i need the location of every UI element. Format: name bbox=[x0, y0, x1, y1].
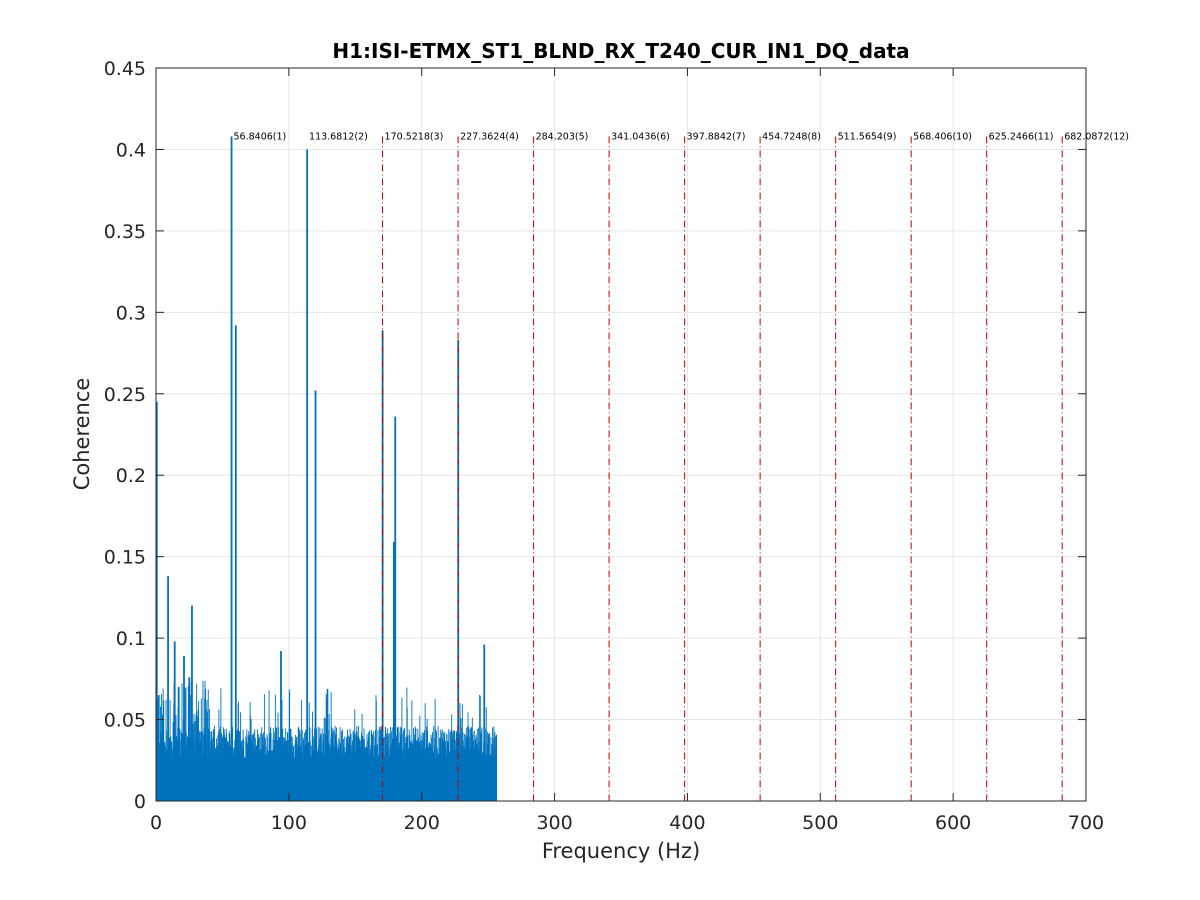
coherence-bar bbox=[496, 734, 498, 801]
coherence-bar bbox=[485, 707, 487, 801]
y-tick-label: 0.2 bbox=[116, 465, 146, 487]
tick-labels: 0 100 200 300 400 500 600 700 0 0.05 0.1 0.15 0.2 0.2… bbox=[104, 58, 1104, 834]
harmonic-markers: 56.8406(1) 113.6812(2) 170.5218(3) 227.3624… bbox=[234, 131, 1129, 801]
coherence-peak bbox=[381, 330, 384, 801]
axes bbox=[155, 67, 1087, 802]
coherence-peak bbox=[191, 605, 193, 801]
coherence-bar bbox=[238, 701, 239, 801]
x-tick-label: 200 bbox=[404, 812, 440, 834]
y-tick-label: 0.05 bbox=[104, 710, 146, 732]
coherence-bar bbox=[263, 694, 265, 801]
coherence-bar bbox=[206, 700, 208, 801]
harmonic-label: 568.406(10) bbox=[913, 131, 972, 142]
y-tick-label: 0.1 bbox=[116, 628, 146, 650]
y-axis-label: Coherence bbox=[70, 378, 94, 491]
coherence-peak bbox=[306, 149, 309, 801]
chart-title: H1:ISI-ETMX_ST1_BLND_RX_T240_CUR_IN1_DQ_… bbox=[332, 39, 909, 63]
y-tick-label: 0.45 bbox=[104, 58, 146, 80]
harmonic-label: 625.2466(11) bbox=[989, 131, 1054, 142]
harmonic-label: 284.203(5) bbox=[536, 131, 589, 142]
harmonic-label: 113.6812(2) bbox=[309, 131, 368, 142]
coherence-peak bbox=[157, 695, 160, 801]
coherence-peak bbox=[230, 136, 233, 801]
x-axis-label: Frequency (Hz) bbox=[542, 839, 700, 863]
coherence-bar bbox=[157, 699, 159, 801]
x-tick-label: 300 bbox=[536, 812, 572, 834]
coherence-bar bbox=[326, 688, 328, 801]
coherence-peak bbox=[234, 325, 237, 801]
harmonic-label: 682.0872(12) bbox=[1064, 131, 1129, 142]
coherence-peak bbox=[280, 651, 282, 801]
coherence-peak bbox=[177, 686, 180, 801]
y-tick-label: 0.25 bbox=[104, 384, 146, 406]
coherence-peak bbox=[393, 542, 395, 801]
coherence-bars bbox=[155, 136, 498, 801]
coherence-peak bbox=[173, 641, 176, 801]
y-tick-label: 0.3 bbox=[116, 302, 146, 324]
coherence-bar bbox=[205, 709, 207, 801]
y-tick-label: 0 bbox=[134, 791, 146, 813]
coherence-bar bbox=[274, 694, 276, 801]
coherence-peak bbox=[483, 644, 486, 801]
x-tick-label: 600 bbox=[935, 812, 971, 834]
coherence-bar bbox=[200, 698, 202, 801]
x-tick-label: 700 bbox=[1068, 812, 1104, 834]
coherence-bar bbox=[220, 688, 222, 801]
coherence-peak bbox=[394, 416, 397, 801]
y-tick-label: 0.4 bbox=[116, 139, 146, 161]
y-tick-label: 0.35 bbox=[104, 221, 146, 243]
coherence-bar bbox=[326, 698, 327, 801]
harmonic-label: 56.8406(1) bbox=[234, 131, 287, 142]
harmonic-label: 454.7248(8) bbox=[762, 131, 821, 142]
coherence-bar bbox=[181, 683, 183, 801]
coherence-peak bbox=[155, 401, 158, 801]
coherence-peak bbox=[183, 656, 185, 801]
harmonic-label: 511.5654(9) bbox=[838, 131, 897, 142]
harmonic-label: 397.8842(7) bbox=[687, 131, 746, 142]
coherence-bar bbox=[190, 694, 192, 801]
plot-box bbox=[155, 67, 1087, 802]
x-tick-label: 100 bbox=[271, 812, 307, 834]
coherence-bar bbox=[375, 700, 377, 801]
coherence-peak bbox=[167, 576, 169, 801]
harmonic-label: 227.3624(4) bbox=[460, 131, 519, 142]
x-tick-label: 500 bbox=[802, 812, 838, 834]
coherence-peak bbox=[314, 390, 317, 801]
x-tick-label: 0 bbox=[150, 812, 162, 834]
harmonic-label: 341.0436(6) bbox=[611, 131, 670, 142]
coherence-peak bbox=[188, 677, 191, 801]
x-tick-label: 400 bbox=[669, 812, 705, 834]
coherence-bar bbox=[202, 680, 204, 801]
y-tick-label: 0.15 bbox=[104, 547, 146, 569]
coherence-bar bbox=[354, 709, 356, 801]
harmonic-label: 170.5218(3) bbox=[385, 131, 444, 142]
coherence-bar bbox=[406, 707, 408, 801]
coherence-bar bbox=[281, 699, 283, 801]
